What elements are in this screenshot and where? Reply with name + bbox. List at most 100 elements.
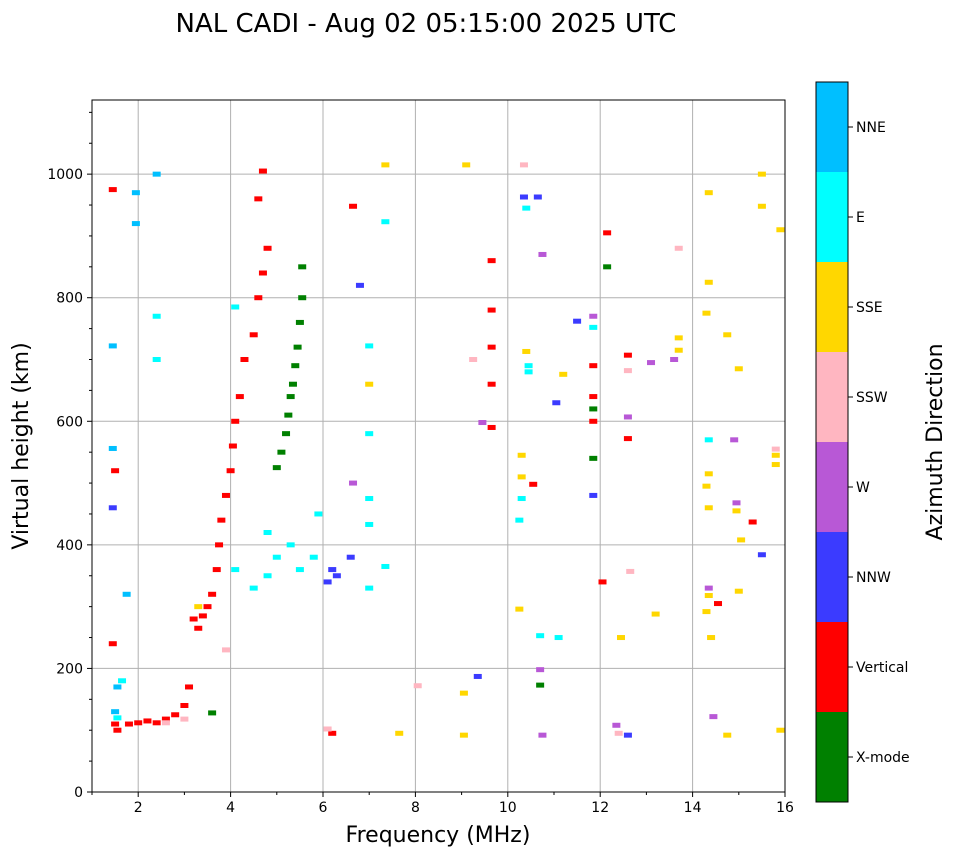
data-point-x-mode <box>284 412 293 418</box>
data-point-e <box>365 496 374 502</box>
data-point-x-mode <box>208 710 217 716</box>
data-point-e <box>554 635 563 641</box>
y-tick-label: 600 <box>56 414 83 430</box>
data-point-vertical <box>589 394 598 400</box>
data-point-nne <box>113 684 122 690</box>
colorbar-label: Azimuth Direction <box>923 343 948 540</box>
data-point-vertical <box>215 542 224 548</box>
data-point-e <box>589 324 598 330</box>
data-point-vertical <box>226 468 235 474</box>
data-point-nnw <box>332 573 341 579</box>
data-point-nne <box>108 445 117 451</box>
colorbar-tick-label: SSE <box>856 300 883 316</box>
data-point-ssw <box>771 446 780 452</box>
data-point-x-mode <box>288 381 297 387</box>
data-point-vertical <box>249 332 258 338</box>
data-point-vertical <box>194 625 203 631</box>
data-point-vertical <box>203 604 212 610</box>
data-point-nnw <box>533 194 542 200</box>
data-point-e <box>286 542 295 548</box>
data-point-nnw <box>519 194 528 200</box>
data-point-sse <box>776 727 785 733</box>
data-point-vertical <box>603 230 612 236</box>
data-point-vertical <box>152 720 161 726</box>
data-point-vertical <box>228 443 237 449</box>
data-point-vertical <box>180 703 189 708</box>
data-point-e <box>113 715 122 721</box>
data-point-e <box>314 511 323 517</box>
data-point-sse <box>674 335 683 341</box>
y-tick-label: 400 <box>56 538 83 554</box>
colorbar: X-mode Vertical NNW W SSW SSE E NNE <box>815 81 910 803</box>
data-point-vertical <box>231 418 240 424</box>
colorbar-tick-label: SSW <box>856 390 888 406</box>
data-point-vertical <box>198 613 207 619</box>
data-point-e <box>249 585 258 591</box>
data-point-nne <box>108 343 117 349</box>
data-point-vertical <box>714 601 723 607</box>
x-tick-label: 12 <box>591 800 609 816</box>
data-point-x-mode <box>298 264 307 270</box>
data-point-ssw <box>180 716 189 722</box>
data-point-ssw <box>323 726 332 732</box>
data-point-sse <box>517 452 526 458</box>
data-point-ssw <box>674 245 683 251</box>
data-point-vertical <box>487 424 496 430</box>
data-point-w <box>623 414 632 420</box>
data-point-sse <box>704 593 713 599</box>
data-point-e <box>231 567 240 573</box>
data-point-vertical <box>748 519 757 525</box>
data-point-e <box>263 530 272 535</box>
data-point-ssw <box>221 647 230 653</box>
data-point-vertical <box>212 567 221 573</box>
data-point-w <box>536 667 545 673</box>
data-point-sse <box>674 347 683 353</box>
data-point-nne <box>131 221 140 227</box>
data-point-e <box>272 554 281 560</box>
data-point-sse <box>771 462 780 468</box>
data-point-x-mode <box>589 455 598 461</box>
data-point-x-mode <box>282 431 291 437</box>
data-point-sse <box>651 611 660 617</box>
data-point-e <box>522 205 531 211</box>
data-point-ssw <box>623 368 632 374</box>
x-tick-label: 16 <box>776 800 794 816</box>
data-point-e <box>365 431 374 437</box>
data-point-sse <box>704 505 713 511</box>
data-point-nnw <box>473 673 482 679</box>
data-point-e <box>309 554 318 560</box>
data-point-vertical <box>623 436 632 442</box>
data-point-vertical <box>111 721 120 727</box>
colorbar-segment <box>816 712 848 802</box>
data-point-sse <box>707 635 716 641</box>
data-point-e <box>231 304 240 310</box>
data-point-vertical <box>258 168 267 174</box>
data-point-sse <box>704 471 713 477</box>
colorbar-tick-label: E <box>856 210 865 226</box>
data-point-x-mode <box>277 449 286 455</box>
data-point-e <box>295 567 304 573</box>
data-point-vertical <box>487 344 496 350</box>
data-point-sse <box>395 730 404 736</box>
data-point-ssw <box>161 720 170 726</box>
data-point-vertical <box>189 616 198 622</box>
data-point-e <box>515 517 524 523</box>
data-point-vertical <box>254 196 263 202</box>
data-point-sse <box>702 310 711 316</box>
colorbar-tick-label: X-mode <box>856 750 910 766</box>
data-point-vertical <box>111 468 120 474</box>
data-point-w <box>612 722 621 728</box>
data-point-nne <box>122 591 131 597</box>
data-point-vertical <box>254 295 263 301</box>
data-point-vertical <box>487 381 496 387</box>
data-point-sse <box>515 606 524 612</box>
data-point-sse <box>723 332 732 338</box>
data-point-vertical <box>171 712 180 718</box>
x-axis-label: Frequency (MHz) <box>346 823 531 848</box>
data-point-vertical <box>143 718 152 724</box>
y-tick-label: 800 <box>56 291 83 307</box>
data-point-e <box>152 357 161 362</box>
data-point-e <box>704 437 713 443</box>
data-point-vertical <box>124 721 133 727</box>
data-point-sse <box>459 690 468 696</box>
